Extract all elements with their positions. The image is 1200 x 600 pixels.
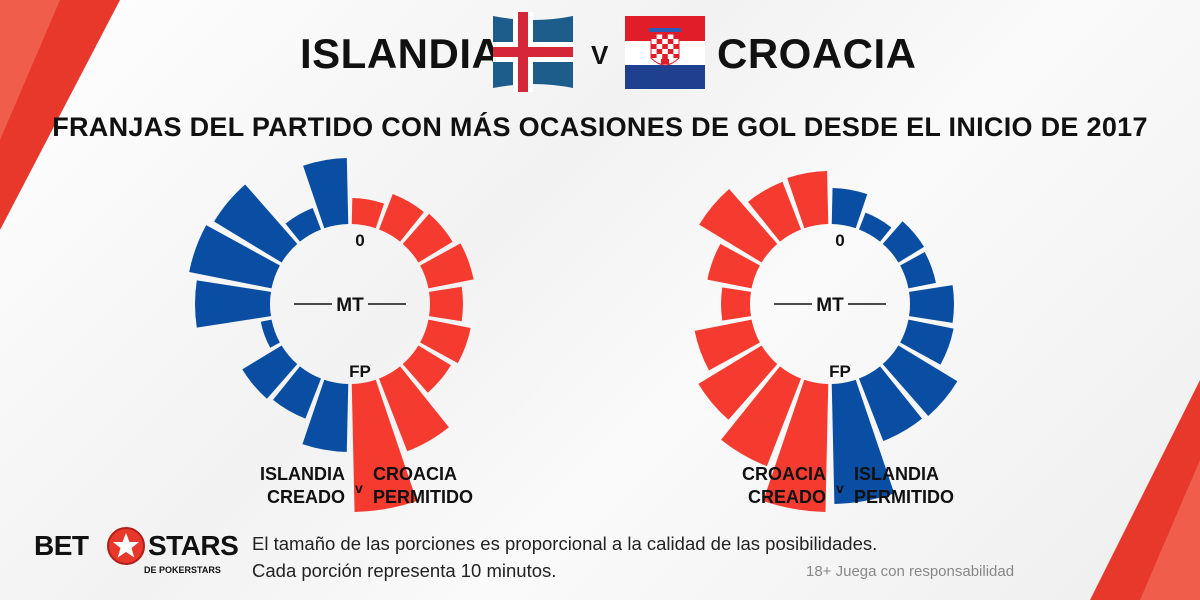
radial-bar-right-50-60 <box>420 319 471 364</box>
radial-bar-right-40-50 <box>429 286 464 322</box>
legend-left-line1: CROACIA <box>742 464 826 484</box>
team-left-name: ISLANDIA <box>300 30 503 77</box>
radial-bar-left-30-40 <box>707 243 760 289</box>
radial-bar-left-30-40 <box>189 225 280 289</box>
radial-bar-right-70-80 <box>378 366 449 452</box>
legend-versus: v <box>836 480 844 496</box>
responsible-gaming-note: 18+ Juega con responsabilidad <box>806 563 1015 580</box>
radial-bar-left-60-70 <box>698 345 778 420</box>
radial-bar-right-20-30 <box>882 221 925 263</box>
center-label-start: 0 <box>835 231 844 250</box>
radial-bar-left-60-70 <box>242 345 298 399</box>
radial-bar-right-40-50 <box>909 285 954 323</box>
radial-bar-left-0-10 <box>303 158 349 229</box>
match-header: ISLANDIA V CROACIA <box>0 12 1200 94</box>
radial-bar-right-0-10 <box>831 188 868 229</box>
legend-right-line2: PERMITIDO <box>373 487 474 507</box>
radial-bar-left-10-20 <box>748 181 802 242</box>
radial-bar-right-10-20 <box>858 212 892 242</box>
radial-bar-left-50-60 <box>260 319 280 348</box>
radial-chart-islandia-vs-croacia: 0 MT FP <box>189 158 474 512</box>
legend-left-line2: CREADO <box>747 487 826 507</box>
radial-bar-right-20-30 <box>402 213 453 263</box>
legend-right-line1: CROACIA <box>373 464 457 484</box>
radial-bar-left-70-80 <box>721 366 802 467</box>
logo-subtitle: DE POKERSTARS <box>144 565 221 575</box>
radial-bar-left-10-20 <box>285 208 322 242</box>
radial-bar-left-20-30 <box>699 188 778 263</box>
radial-chart-croacia-vs-islandia: 0 MT FP <box>694 171 958 512</box>
decorative-corner-top-left-light <box>0 0 60 140</box>
logo-bet-text: BET <box>34 530 89 561</box>
center-label-end: FP <box>829 362 851 381</box>
radial-bar-right-50-60 <box>900 319 954 365</box>
radial-bar-left-0-10 <box>787 171 829 229</box>
team-right-name: CROACIA <box>717 30 917 77</box>
radial-bar-right-80-90 <box>831 379 895 504</box>
star-ball-icon <box>107 527 145 565</box>
radial-bar-left-50-60 <box>694 319 760 371</box>
betstars-logo: BET STARS DE POKERSTARS <box>28 520 239 580</box>
radial-bar-left-80-90 <box>763 379 829 512</box>
radial-bar-right-10-20 <box>378 194 424 242</box>
legend-right-line1: ISLANDIA <box>854 464 939 484</box>
radial-bar-right-60-70 <box>402 345 451 393</box>
center-label-end: FP <box>349 362 371 381</box>
chart-subtitle: FRANJAS DEL PARTIDO CON MÁS OCASIONES DE… <box>52 112 1148 142</box>
legend-left-line2: CREADO <box>266 487 345 507</box>
legend-right-line2: PERMITIDO <box>854 487 955 507</box>
center-label-half: MT <box>816 295 844 316</box>
versus-label: V <box>591 40 609 70</box>
radial-bar-left-20-30 <box>214 184 298 263</box>
logo-stars-text: STARS <box>148 530 239 561</box>
radial-bar-right-80-90 <box>351 379 417 512</box>
radial-bar-right-70-80 <box>858 366 923 442</box>
center-label-half: MT <box>336 295 364 316</box>
radial-bar-left-70-80 <box>273 366 322 419</box>
radial-bar-right-30-40 <box>900 252 936 289</box>
legend-left-line1: ISLANDIA <box>260 464 345 484</box>
footnote: El tamaño de las porciones es proporcion… <box>252 530 877 584</box>
radial-bar-right-0-10 <box>351 198 385 229</box>
radial-bar-left-80-90 <box>302 379 349 452</box>
footnote-line2: Cada porción representa 10 minutos. <box>252 560 557 581</box>
croatia-flag-icon <box>625 16 705 89</box>
radial-bar-left-40-50 <box>721 287 751 321</box>
radial-bar-right-60-70 <box>882 345 958 417</box>
radial-bar-left-40-50 <box>195 280 271 328</box>
footnote-line1: El tamaño de las porciones es proporcion… <box>252 533 878 554</box>
decorative-corner-bottom-right-light <box>1140 460 1200 600</box>
center-label-start: 0 <box>355 231 364 250</box>
radial-bar-right-30-40 <box>420 243 474 289</box>
iceland-flag-icon <box>493 12 573 92</box>
legend-versus: v <box>355 480 363 496</box>
